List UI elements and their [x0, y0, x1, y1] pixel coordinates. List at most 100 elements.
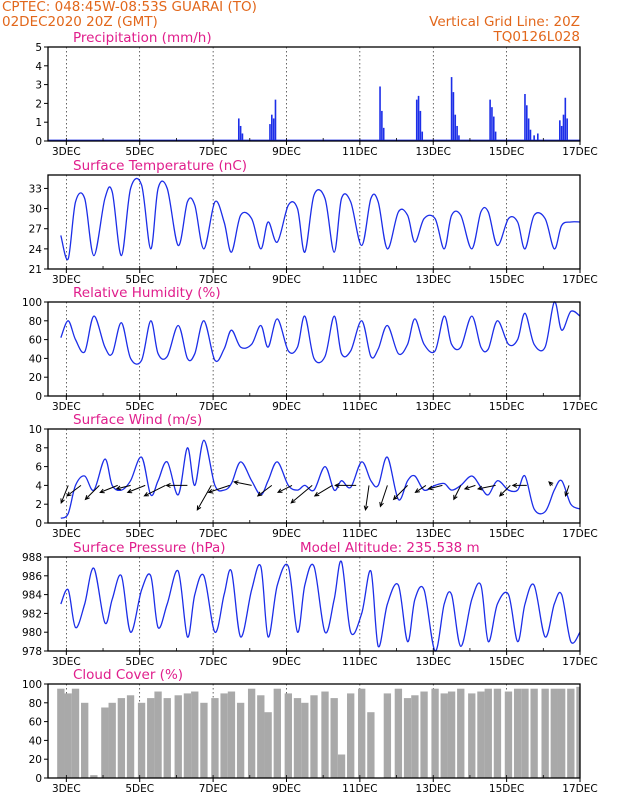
humidity-xtick-label: 17DEC	[562, 401, 597, 413]
cloud-bar	[71, 688, 80, 778]
panel-humidity: Relative Humidity (%) 0 20 40 60 80 100 3DEC 5DE…	[22, 285, 598, 413]
wind-xtick-label: 3DEC	[52, 528, 81, 540]
cloud-bar	[154, 691, 162, 778]
precip-bar	[379, 86, 381, 141]
precipitation-xtick-label: 3DEC	[52, 146, 81, 158]
cloud-bar	[337, 754, 346, 778]
pressure-xtick-label: 7DEC	[199, 656, 228, 668]
wind-arrow	[60, 485, 69, 504]
wind-arrow	[143, 484, 166, 497]
precip-bar	[272, 118, 275, 141]
wind-xtick-label: 7DEC	[199, 528, 228, 540]
wind-xtick-label: 17DEC	[562, 528, 597, 540]
wind-arrow	[115, 484, 131, 491]
precip-bar	[452, 92, 455, 141]
wind-xtick-label: 11DEC	[342, 528, 377, 540]
precipitation-ytick-label: 1	[35, 117, 42, 129]
cloud-bar	[200, 702, 208, 778]
humidity-ytick-label: 0	[35, 391, 42, 403]
cloud-cover-xtick-label: 15DEC	[489, 783, 524, 795]
precipitation-ytick-label: 3	[35, 80, 42, 92]
cloud-bar	[147, 698, 155, 778]
cloud-bar	[557, 688, 566, 778]
wind-arrow	[334, 482, 357, 488]
wind-arrow	[196, 485, 212, 511]
temperature-ytick-label: 33	[29, 183, 42, 195]
cloud-bar	[310, 695, 318, 778]
header-location: CPTEC: 048:45W-08:53S GUARAI (TO)	[2, 0, 257, 15]
wind-arrow	[476, 484, 496, 491]
wind-arrow	[126, 484, 146, 494]
pressure-ytick-label: 978	[22, 646, 42, 658]
humidity-title: Relative Humidity (%)	[73, 285, 221, 301]
cloud-bar	[191, 691, 199, 778]
header-model-code: TQ0126L028	[492, 29, 580, 45]
wind-xtick-label: 13DEC	[416, 528, 451, 540]
cloud-bar	[394, 688, 403, 778]
cloud-bar	[541, 688, 549, 778]
wind-arrow	[414, 484, 427, 494]
precipitation-xtick-label: 17DEC	[562, 146, 597, 158]
cloud-bar	[567, 688, 575, 778]
precip-bar	[494, 131, 497, 141]
pressure-xtick-label: 13DEC	[416, 656, 451, 668]
temperature-ytick-label: 21	[29, 264, 42, 276]
wind-arrow	[232, 480, 252, 486]
pressure-xtick-label: 15DEC	[489, 656, 524, 668]
precipitation-ytick-label: 2	[35, 98, 42, 110]
cloud-bar	[90, 775, 98, 778]
precipitation-xtick-label: 7DEC	[199, 146, 228, 158]
wind-title: Surface Wind (m/s)	[73, 412, 202, 428]
cloud-bar	[321, 691, 329, 778]
wind-arrow	[453, 485, 462, 501]
cloud-bar	[521, 688, 529, 778]
cloud-bar	[264, 712, 272, 778]
precip-bar	[415, 99, 418, 141]
pressure-xtick-label: 3DEC	[52, 656, 81, 668]
humidity-series-line	[60, 301, 581, 365]
cloud-bar	[358, 688, 366, 778]
wind-arrow	[256, 485, 273, 497]
temperature-xtick-label: 7DEC	[199, 274, 228, 286]
precip-bar	[560, 125, 563, 141]
cloud-bar	[431, 688, 439, 778]
cloud-bar	[236, 702, 245, 778]
wind-arrow	[463, 484, 476, 490]
cloud-bar	[108, 702, 116, 778]
cloud-cover-xtick-label: 7DEC	[199, 783, 228, 795]
precip-bar	[417, 95, 420, 141]
wind-arrow	[511, 482, 527, 488]
precipitation-xtick-label: 15DEC	[489, 146, 524, 158]
precip-bar	[564, 97, 567, 141]
cloud-bar	[101, 707, 109, 778]
precipitation-xtick-label: 5DEC	[125, 146, 154, 158]
cloud-cover-ytick-label: 0	[35, 773, 42, 785]
wind-ytick-label: 2	[35, 499, 42, 511]
cloud-bar	[257, 695, 265, 778]
wind-arrow	[564, 485, 570, 497]
cloud-bar	[420, 691, 428, 778]
wind-arrow	[313, 484, 333, 497]
pressure-ytick-label: 982	[22, 608, 42, 620]
cloud-bar	[484, 688, 492, 778]
cloud-bar	[81, 702, 89, 778]
cloud-bar	[247, 688, 256, 778]
wind-arrow	[66, 485, 82, 497]
wind-xtick-label: 9DEC	[272, 528, 301, 540]
precipitation-title: Precipitation (mm/h)	[73, 30, 212, 46]
cloud-bar	[403, 698, 412, 778]
precip-bar	[456, 125, 458, 141]
header-start-time: 02DEC2020 20Z (GMT)	[2, 14, 158, 30]
panel-temperature: Surface Temperature (nC) 21 24 27 30 33 3DEC 5D…	[29, 158, 598, 286]
header-grid-note: Vertical Grid Line: 20Z	[429, 14, 580, 30]
precipitation-ytick-label: 5	[35, 42, 42, 54]
chart-panels: Precipitation (mm/h) 0 1 2 3 4 5 3DEC 5DEC 7DEC 9D…	[22, 30, 598, 795]
wind-xtick-label: 5DEC	[125, 528, 154, 540]
temperature-series-line	[60, 177, 581, 261]
precip-bar	[381, 110, 383, 141]
humidity-ytick-label: 100	[22, 297, 42, 309]
precip-bar	[239, 125, 242, 141]
temperature-xtick-label: 15DEC	[489, 274, 524, 286]
cloud-bar	[457, 688, 465, 778]
